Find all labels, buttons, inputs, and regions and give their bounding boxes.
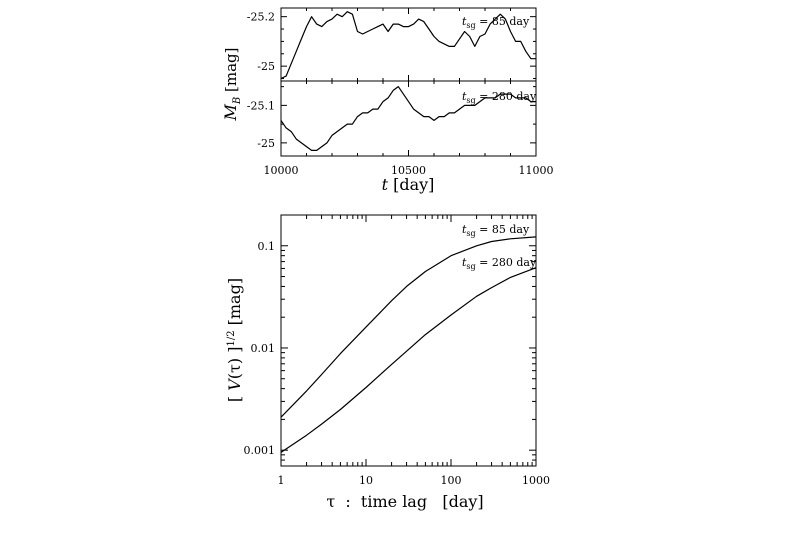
bottom-y-axis-label: [ V(τ) ]1/2 [mag] bbox=[225, 278, 244, 402]
x-tick-label: 10 bbox=[359, 474, 373, 487]
bottom-x-axis-label: τ : time lag [day] bbox=[326, 492, 483, 511]
y-tick-label: 0.1 bbox=[258, 240, 276, 253]
top-y-axis-label: MB [mag] bbox=[221, 48, 243, 122]
bottom-series-280-annotation: tsg = 280 day bbox=[462, 256, 537, 271]
x-tick-label: 11000 bbox=[519, 164, 554, 177]
bottom-panel-ticks: 1 10 100 1000 0.1 0.01 0.001 bbox=[244, 214, 550, 487]
bottom-series-85-annotation: tsg = 85 day bbox=[462, 223, 530, 238]
x-tick-label: 10500 bbox=[391, 164, 426, 177]
middle-panel-annotation: tsg = 280 day bbox=[462, 90, 537, 105]
y-tick-label: 0.001 bbox=[244, 444, 276, 457]
bottom-series-line-85 bbox=[280, 236, 537, 418]
top-x-axis-label: t [day] bbox=[382, 175, 435, 194]
top-panel-ticks: -25.2 -25 bbox=[247, 8, 537, 81]
x-tick-label: 100 bbox=[441, 474, 462, 487]
y-tick-label: 0.01 bbox=[251, 342, 276, 355]
bottom-series-line-280 bbox=[280, 267, 537, 453]
middle-series-line bbox=[280, 86, 536, 151]
top-panel-annotation: tsg = 85 day bbox=[462, 15, 530, 30]
y-tick-label: -25 bbox=[257, 60, 275, 73]
x-tick-label: 10000 bbox=[264, 164, 299, 177]
x-tick-label: 1 bbox=[278, 474, 285, 487]
y-tick-label: -25 bbox=[257, 137, 275, 150]
y-tick-label: -25.1 bbox=[247, 99, 275, 112]
top-series-line bbox=[280, 11, 536, 80]
middle-panel-ticks: 10000 10500 11000 -25.1 -25 bbox=[247, 81, 554, 177]
bottom-panel-frame bbox=[280, 214, 537, 467]
y-tick-label: -25.2 bbox=[247, 11, 275, 24]
x-tick-label: 1000 bbox=[522, 474, 550, 487]
